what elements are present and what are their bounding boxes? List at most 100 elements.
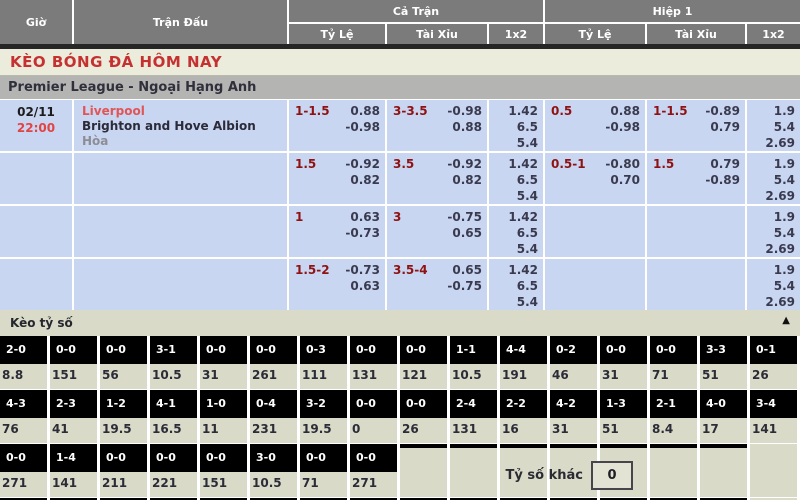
half-overunder-cell[interactable]: 1-1.5 -0.89 0.79 — [647, 100, 745, 151]
odds-1x2-value-3[interactable]: 5.4 — [516, 295, 538, 309]
odds-1x2-value-3[interactable]: 2.69 — [765, 295, 795, 309]
score-bet-cell[interactable]: 0-0 221 — [150, 444, 197, 497]
full-handicap-cell[interactable]: 1.5-2 -0.73 0.63 — [289, 259, 385, 310]
score-bet-cell[interactable]: 2-3 41 — [50, 390, 97, 443]
odds-value-top[interactable]: 0.88 — [350, 104, 380, 118]
odds-value-bottom[interactable]: -0.98 — [345, 120, 380, 134]
half-overunder-cell[interactable]: 1.5 0.79 -0.89 — [647, 153, 745, 204]
score-bet-cell[interactable]: 2-2 16 — [500, 390, 547, 443]
other-score-box[interactable]: 0 — [591, 460, 633, 490]
odds-1x2-value-2[interactable]: 5.4 — [773, 279, 795, 293]
score-bet-cell[interactable]: 0-0 271 — [350, 444, 397, 497]
score-bet-cell[interactable]: 1-2 19.5 — [100, 390, 147, 443]
odds-value-bottom[interactable]: -0.73 — [345, 226, 380, 240]
score-bet-cell[interactable]: 1-0 11 — [200, 390, 247, 443]
full-1x2-cell[interactable]: 1.42 6.5 5.4 — [489, 206, 543, 257]
odds-value-top[interactable]: 0.65 — [452, 263, 482, 277]
odds-1x2-value-3[interactable]: 5.4 — [516, 136, 538, 150]
score-bet-cell[interactable]: 3-0 10.5 — [250, 444, 297, 497]
score-bet-cell[interactable]: 0-0 26 — [400, 390, 447, 443]
score-bet-cell[interactable]: 0-1 26 — [750, 336, 797, 389]
odds-1x2-value-1[interactable]: 1.9 — [773, 104, 795, 118]
full-handicap-cell[interactable]: 1 0.63 -0.73 — [289, 206, 385, 257]
odds-value-bottom[interactable]: -0.98 — [605, 120, 640, 134]
odds-1x2-value-3[interactable]: 5.4 — [516, 242, 538, 256]
half-1x2-cell[interactable]: 1.9 5.4 2.69 — [747, 259, 800, 310]
odds-value-bottom[interactable]: 0.79 — [710, 120, 740, 134]
score-bet-cell[interactable]: 0-0 261 — [250, 336, 297, 389]
odds-value-bottom[interactable]: 0.82 — [452, 173, 482, 187]
odds-value-top[interactable]: -0.92 — [447, 157, 482, 171]
odds-value-top[interactable]: 0.63 — [350, 210, 380, 224]
score-bet-cell[interactable]: 0-4 231 — [250, 390, 297, 443]
score-bet-cell[interactable]: 4-3 76 — [0, 390, 47, 443]
score-bet-cell[interactable]: 2-0 8.8 — [0, 336, 47, 389]
odds-1x2-value-1[interactable]: 1.42 — [508, 210, 538, 224]
half-1x2-cell[interactable]: 1.9 5.4 2.69 — [747, 153, 800, 204]
score-bet-cell[interactable]: 0-0 151 — [200, 444, 247, 497]
odds-1x2-value-2[interactable]: 5.4 — [773, 120, 795, 134]
half-1x2-cell[interactable]: 1.9 5.4 2.69 — [747, 100, 800, 151]
away-team[interactable]: Brighton and Hove Albion — [82, 119, 256, 133]
odds-value-top[interactable]: 0.88 — [610, 104, 640, 118]
score-bet-cell[interactable]: 0-0 31 — [600, 336, 647, 389]
odds-value-top[interactable]: -0.89 — [705, 104, 740, 118]
league-header[interactable]: Premier League - Ngoại Hạng Anh — [0, 76, 800, 99]
odds-1x2-value-2[interactable]: 5.4 — [773, 226, 795, 240]
score-bet-cell[interactable]: 4-2 31 — [550, 390, 597, 443]
odds-value-top[interactable]: -0.98 — [447, 104, 482, 118]
score-bet-cell[interactable]: 0-0 131 — [350, 336, 397, 389]
odds-value-bottom[interactable]: 0.88 — [452, 120, 482, 134]
score-bet-cell[interactable]: 1-4 141 — [50, 444, 97, 497]
score-bet-cell[interactable]: 2-1 8.4 — [650, 390, 697, 443]
odds-1x2-value-2[interactable]: 6.5 — [516, 279, 538, 293]
score-bet-cell[interactable]: 3-3 51 — [700, 336, 747, 389]
score-bet-cell[interactable]: 0-3 111 — [300, 336, 347, 389]
score-bet-cell[interactable]: 0-0 121 — [400, 336, 447, 389]
odds-value-top[interactable]: -0.92 — [345, 157, 380, 171]
odds-value-bottom[interactable]: -0.89 — [705, 173, 740, 187]
full-1x2-cell[interactable]: 1.42 6.5 5.4 — [489, 153, 543, 204]
full-overunder-cell[interactable]: 3.5-4 0.65 -0.75 — [387, 259, 487, 310]
odds-value-top[interactable]: -0.73 — [345, 263, 380, 277]
odds-1x2-value-3[interactable]: 2.69 — [765, 242, 795, 256]
half-handicap-cell[interactable]: 0.5-1 -0.80 0.70 — [545, 153, 645, 204]
odds-1x2-value-2[interactable]: 6.5 — [516, 120, 538, 134]
score-bet-cell[interactable]: 0-0 211 — [100, 444, 147, 497]
odds-value-bottom[interactable]: 0.63 — [350, 279, 380, 293]
half-handicap-cell[interactable]: 0.5 0.88 -0.98 — [545, 100, 645, 151]
odds-1x2-value-3[interactable]: 5.4 — [516, 189, 538, 203]
score-bet-cell[interactable]: 0-0 56 — [100, 336, 147, 389]
full-overunder-cell[interactable]: 3-3.5 -0.98 0.88 — [387, 100, 487, 151]
score-bet-cell[interactable]: 0-0 151 — [50, 336, 97, 389]
score-bet-cell[interactable]: 4-1 16.5 — [150, 390, 197, 443]
score-bet-cell[interactable]: 4-0 17 — [700, 390, 747, 443]
full-handicap-cell[interactable]: 1-1.5 0.88 -0.98 — [289, 100, 385, 151]
odds-1x2-value-1[interactable]: 1.42 — [508, 263, 538, 277]
score-bet-cell[interactable]: 1-1 10.5 — [450, 336, 497, 389]
full-handicap-cell[interactable]: 1.5 -0.92 0.82 — [289, 153, 385, 204]
score-bet-cell[interactable]: 2-4 131 — [450, 390, 497, 443]
odds-1x2-value-1[interactable]: 1.9 — [773, 210, 795, 224]
score-bet-cell[interactable]: 0-0 71 — [300, 444, 347, 497]
score-bet-cell[interactable]: 0-2 46 — [550, 336, 597, 389]
score-bet-cell[interactable]: 1-3 51 — [600, 390, 647, 443]
full-overunder-cell[interactable]: 3.5 -0.92 0.82 — [387, 153, 487, 204]
score-bet-cell[interactable]: 0-0 0 — [350, 390, 397, 443]
odds-value-bottom[interactable]: 0.65 — [452, 226, 482, 240]
score-bet-cell[interactable]: 4-4 191 — [500, 336, 547, 389]
odds-value-top[interactable]: -0.75 — [447, 210, 482, 224]
odds-1x2-value-2[interactable]: 6.5 — [516, 226, 538, 240]
half-1x2-cell[interactable]: 1.9 5.4 2.69 — [747, 206, 800, 257]
odds-value-bottom[interactable]: 0.70 — [610, 173, 640, 187]
score-bet-cell[interactable]: 0-0 271 — [0, 444, 47, 497]
odds-1x2-value-1[interactable]: 1.9 — [773, 263, 795, 277]
odds-1x2-value-3[interactable]: 2.69 — [765, 189, 795, 203]
score-bet-cell[interactable]: 0-0 31 — [200, 336, 247, 389]
score-bet-cell[interactable]: 3-2 19.5 — [300, 390, 347, 443]
full-1x2-cell[interactable]: 1.42 6.5 5.4 — [489, 100, 543, 151]
full-1x2-cell[interactable]: 1.42 6.5 5.4 — [489, 259, 543, 310]
odds-1x2-value-1[interactable]: 1.9 — [773, 157, 795, 171]
odds-1x2-value-2[interactable]: 6.5 — [516, 173, 538, 187]
score-bet-cell[interactable]: 3-4 141 — [750, 390, 797, 443]
